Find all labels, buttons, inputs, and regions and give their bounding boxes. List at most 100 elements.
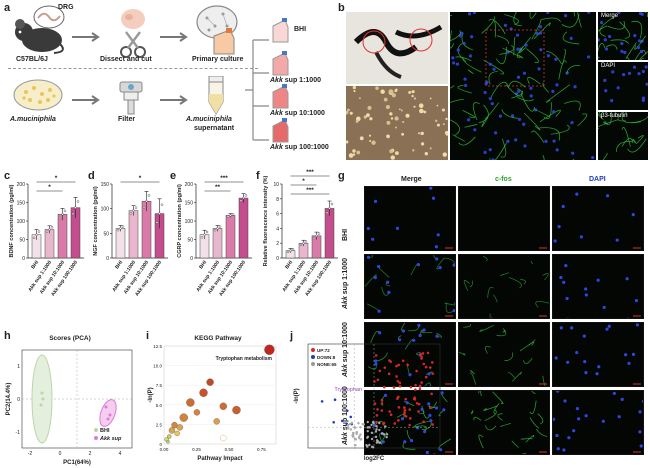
- up-point: [383, 366, 387, 369]
- nucleus: [416, 263, 421, 267]
- nucleus: [602, 305, 606, 310]
- filter-icon: [119, 81, 143, 115]
- nucleus: [595, 372, 599, 376]
- data-point: [37, 230, 41, 233]
- nucleus: [607, 324, 611, 328]
- cell-spot: [359, 136, 364, 141]
- cell-spot: [402, 120, 405, 124]
- nucleus: [573, 85, 577, 89]
- nucleus: [524, 43, 528, 47]
- y-tick-label: 7.5: [156, 383, 163, 388]
- up-point: [415, 401, 419, 405]
- nucleus: [473, 128, 477, 132]
- annotation: Tryptophan: [334, 387, 362, 393]
- none-point: [351, 431, 355, 435]
- nucleus: [468, 54, 473, 58]
- nucleus: [639, 444, 643, 448]
- cell-spot: [419, 108, 424, 114]
- cfos-signal: [470, 409, 474, 415]
- neurite: [508, 80, 526, 88]
- micrograph-svg: [470, 391, 548, 454]
- pathway-point: [176, 424, 184, 431]
- nucleus: [644, 65, 648, 69]
- legend-swatch: [311, 362, 315, 366]
- data-point: [132, 209, 135, 212]
- cfos-signal: [522, 357, 533, 364]
- cell-spot: [389, 112, 393, 116]
- step2-label: Primary culture: [192, 56, 244, 63]
- nucleus: [604, 89, 608, 93]
- up-point: [397, 419, 400, 422]
- neurite: [519, 36, 532, 54]
- nucleus: [452, 308, 455, 313]
- cell-spot: [369, 139, 372, 142]
- cell-spot: [352, 149, 356, 153]
- nucleus: [422, 328, 426, 332]
- nucleus: [563, 399, 567, 403]
- nucleus: [641, 69, 645, 74]
- cfos-signal: [525, 435, 535, 443]
- nucleus: [470, 35, 474, 39]
- confidence-ellipse: [99, 399, 117, 427]
- neurite: [562, 31, 580, 45]
- x-axis-label: Pathway Impact: [197, 456, 242, 462]
- nucleus: [538, 25, 543, 29]
- none-point: [354, 444, 357, 447]
- up-point: [418, 384, 422, 388]
- nucleus: [427, 372, 431, 376]
- nucleus: [383, 393, 388, 398]
- nucleus: [409, 438, 414, 443]
- data-point: [239, 199, 243, 202]
- up-point: [408, 423, 411, 427]
- data-point: [218, 225, 222, 228]
- none-point: [359, 433, 362, 436]
- neurite: [598, 56, 600, 59]
- nucleus: [556, 447, 560, 451]
- nucleus: [610, 99, 614, 103]
- data-point: [291, 248, 295, 251]
- nucleus: [417, 323, 421, 327]
- y-tick-label: 100: [101, 207, 110, 213]
- micrograph-svg: [459, 323, 547, 386]
- nucleus: [638, 12, 643, 16]
- cell-spot: [398, 108, 401, 111]
- y-tick-label: 200: [17, 182, 26, 188]
- up-point: [403, 411, 406, 414]
- none-point: [378, 421, 381, 425]
- micrograph-tile: [364, 254, 456, 319]
- up-point: [409, 417, 412, 420]
- cfos-signal: [529, 400, 537, 415]
- nucleus: [570, 326, 574, 330]
- neurite: [545, 84, 571, 103]
- dapi-tile: [598, 62, 648, 110]
- nucleus: [636, 45, 641, 50]
- neurite: [500, 138, 507, 158]
- up-point: [428, 366, 432, 369]
- cell-spot: [380, 89, 385, 94]
- nucleus: [498, 114, 503, 118]
- nucleus: [623, 50, 627, 55]
- nucleus: [569, 36, 573, 41]
- y-tick-label: 0: [17, 397, 20, 403]
- nucleus: [607, 34, 612, 39]
- y-tick-label: 2.5: [156, 422, 163, 427]
- nucleus: [456, 48, 460, 52]
- cell-spot: [346, 110, 349, 115]
- cfos-signal: [507, 371, 515, 378]
- up-point: [422, 362, 426, 366]
- nucleus: [641, 399, 643, 403]
- nucleus: [440, 391, 444, 395]
- up-point: [417, 410, 420, 413]
- bar: [44, 229, 55, 259]
- up-point: [430, 392, 433, 396]
- neurite: [499, 44, 515, 55]
- micrograph-svg: [553, 391, 643, 453]
- neurite: [598, 113, 604, 120]
- volcano-plot: UP:72 DOWN:8 NONE:65 Tryptophan log2FC -ln(P): [294, 343, 441, 462]
- none-point: [355, 431, 358, 434]
- up-point: [429, 406, 432, 410]
- pathway-point: [193, 409, 201, 416]
- neurite: [626, 56, 631, 60]
- nucleus: [433, 453, 436, 454]
